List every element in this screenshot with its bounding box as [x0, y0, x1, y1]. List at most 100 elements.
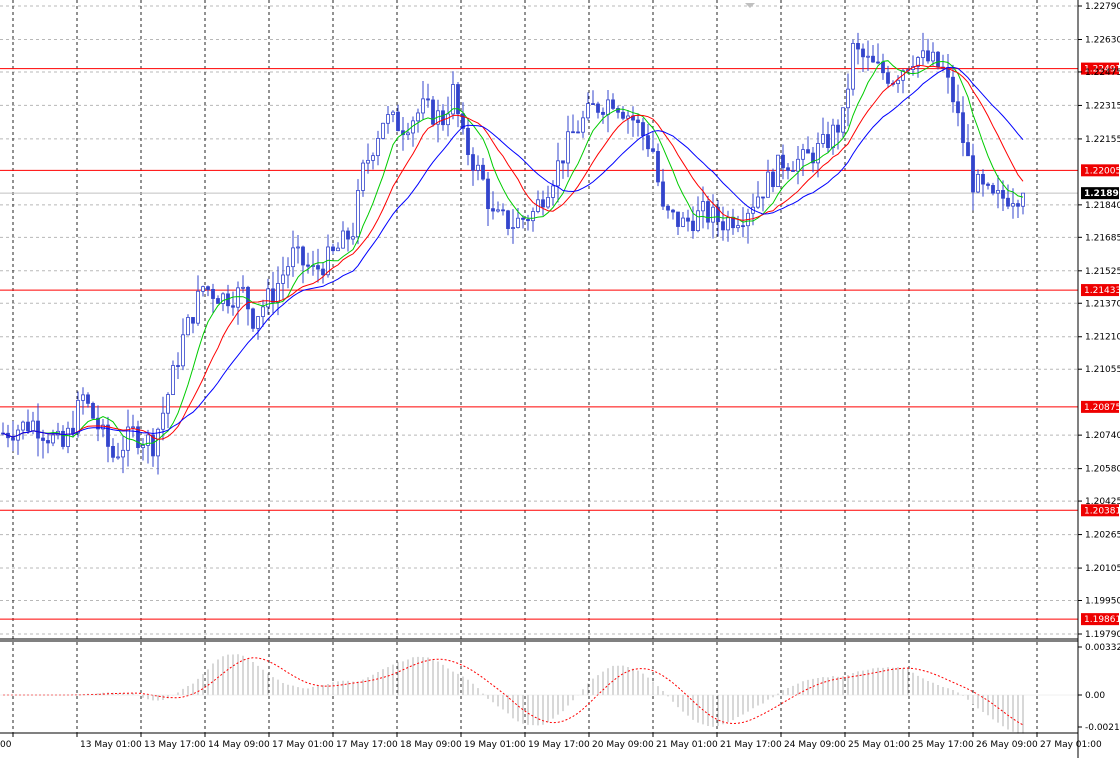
candle-body — [886, 72, 890, 84]
price-tick-label: 1.20580 — [1085, 465, 1120, 475]
candle-body — [481, 164, 485, 180]
level-tag — [1081, 613, 1119, 626]
candle-body — [1016, 203, 1020, 207]
time-label: 19 May 17:00 — [528, 740, 590, 750]
candle-body — [71, 427, 75, 434]
candle-body — [216, 298, 220, 304]
moving-average-line — [2, 64, 1024, 440]
candle-body — [351, 236, 355, 240]
level-tag — [1081, 400, 1119, 413]
candle-body — [1011, 203, 1015, 207]
candle-body — [231, 305, 235, 308]
candle-body — [396, 111, 400, 132]
osc-tick-label: 0.00 — [1085, 691, 1105, 701]
candle-body — [121, 449, 125, 458]
candle-body — [706, 201, 710, 223]
current-price-tag — [1081, 187, 1119, 200]
shift-marker-icon[interactable] — [745, 3, 755, 8]
price-tick-label: 1.22315 — [1085, 101, 1120, 111]
level-tag-label: 1.19861 — [1084, 615, 1120, 625]
candle-body — [831, 124, 835, 149]
level-tag-label: 1.22005 — [1084, 166, 1120, 176]
candle-body — [641, 122, 645, 137]
price-tick-label: 1.20425 — [1085, 497, 1120, 507]
candle-body — [1006, 197, 1010, 207]
level-tag-label: 1.20381 — [1084, 506, 1120, 516]
candle-body — [221, 293, 225, 304]
candle-body — [856, 43, 860, 50]
candle-body — [961, 112, 965, 143]
candle-body — [506, 210, 510, 229]
level-tag — [1081, 62, 1119, 75]
candle-body — [111, 446, 115, 458]
time-label: 21 May 17:00 — [720, 740, 782, 750]
osc-tick-label: 0.003323 — [1085, 643, 1120, 653]
time-label: 14 May 09:00 — [208, 740, 270, 750]
candle-body — [601, 111, 605, 115]
candle-body — [576, 131, 580, 134]
time-label: 26 May 09:00 — [976, 740, 1038, 750]
candle-body — [181, 334, 185, 367]
candle-body — [841, 107, 845, 133]
candle-body — [301, 246, 305, 266]
candle-body — [201, 286, 205, 292]
candle-body — [931, 51, 935, 62]
candles — [1, 32, 1025, 475]
candle-body — [141, 445, 145, 449]
horizontal-levels[interactable]: 1.22491 1.22005 1.21433 1.20875 1.20381 1.198… — [0, 62, 1120, 626]
candle-body — [106, 424, 110, 447]
time-label: 19 May 01:00 — [464, 740, 526, 750]
candle-body — [21, 421, 25, 431]
candle-body — [951, 76, 955, 103]
candle-body — [926, 50, 930, 62]
candle-body — [791, 170, 795, 172]
candle-body — [11, 437, 15, 441]
candle-body — [986, 183, 990, 186]
candle-body — [771, 171, 775, 188]
price-tick-label: 1.20265 — [1085, 531, 1120, 541]
candle-body — [251, 308, 255, 329]
price-tick-label: 1.21055 — [1085, 365, 1120, 375]
candle-body — [151, 434, 155, 457]
candle-body — [661, 181, 665, 207]
candle-body — [756, 196, 760, 208]
candle-body — [136, 426, 140, 449]
candle-body — [966, 142, 970, 157]
candle-body — [296, 246, 300, 249]
candle-body — [281, 274, 285, 284]
candle-body — [361, 162, 365, 191]
candle-body — [591, 103, 595, 105]
candle-body — [681, 217, 685, 227]
candle-body — [366, 159, 370, 164]
level-tag — [1081, 504, 1119, 517]
candle-body — [1021, 192, 1025, 207]
candle-body — [206, 286, 210, 290]
candle-body — [686, 217, 690, 222]
candle-body — [176, 365, 180, 367]
candle-body — [426, 98, 430, 101]
candle-body — [676, 211, 680, 227]
candle-body — [1001, 190, 1005, 199]
candle-body — [696, 210, 700, 232]
candle-body — [611, 99, 615, 109]
candle-body — [391, 111, 395, 115]
time-label: 13 May 17:00 — [144, 740, 206, 750]
candle-body — [46, 440, 50, 444]
candle-body — [101, 424, 105, 430]
candle-body — [256, 316, 260, 329]
candle-body — [431, 99, 435, 125]
candle-body — [896, 79, 900, 85]
candle-body — [581, 117, 585, 133]
candle-body — [441, 110, 445, 126]
candle-body — [531, 211, 535, 222]
candle-body — [736, 225, 740, 229]
candle-body — [211, 289, 215, 299]
candle-body — [876, 61, 880, 64]
candle-body — [826, 134, 830, 149]
candle-body — [651, 148, 655, 152]
candle-body — [671, 209, 675, 213]
price-tick-label: 1.21840 — [1085, 201, 1120, 211]
candle-body — [331, 246, 335, 252]
